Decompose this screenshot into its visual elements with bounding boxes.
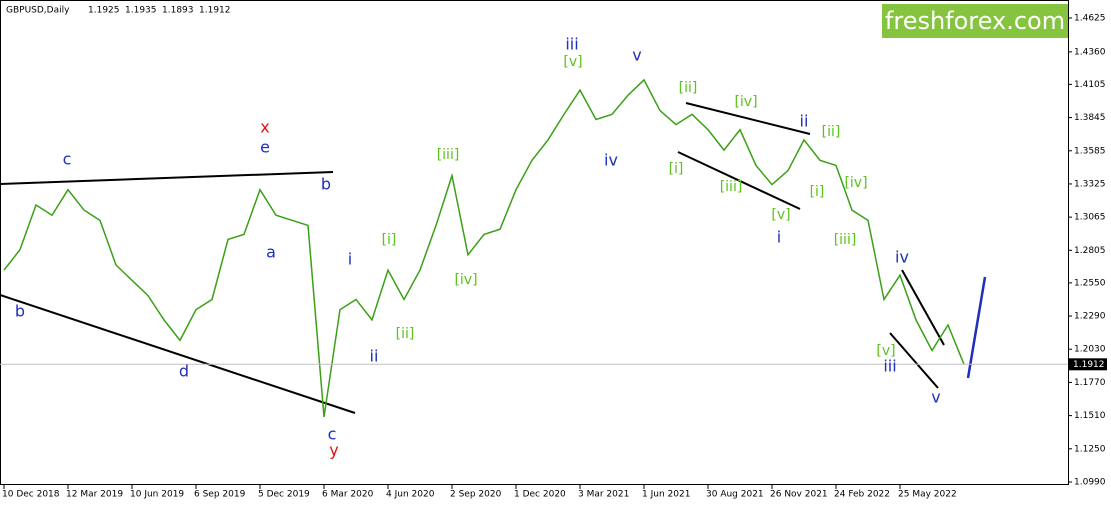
wave-label: [iv]: [734, 94, 757, 110]
x-tick-label: 30 Aug 2021: [706, 490, 764, 500]
x-tick-label: 2 Sep 2020: [450, 490, 502, 500]
wave-label: [iv]: [844, 175, 867, 191]
wave-label: iii: [883, 357, 896, 376]
price-line: [3, 78, 965, 418]
wave-label: c: [328, 425, 337, 444]
wave-label: [v]: [876, 343, 895, 359]
wave-label: x: [260, 118, 269, 137]
wave-label: d: [179, 362, 189, 381]
y-tick-label: 1.2030: [1074, 345, 1106, 355]
wave-label: [iii]: [437, 147, 460, 163]
trend-line: [0, 294, 356, 414]
y-tick-label: 1.1250: [1074, 444, 1106, 454]
logo-box: [882, 4, 1068, 38]
y-tick-label: 1.4360: [1074, 47, 1106, 57]
ohlc-value: 1.1893: [162, 6, 194, 16]
y-tick-label: 1.4105: [1074, 80, 1106, 90]
x-tick-label: 24 Feb 2022: [834, 490, 890, 500]
wave-label: [ii]: [679, 80, 698, 96]
wave-label: iv: [895, 248, 909, 267]
wave-label: v: [632, 46, 641, 65]
trend-line: [0, 171, 334, 185]
wave-label: y: [329, 441, 338, 460]
wave-label: ii: [800, 112, 809, 131]
wave-label: [i]: [382, 232, 397, 248]
x-tick-label: 6 Sep 2019: [194, 490, 246, 500]
x-tick-label: 1 Dec 2020: [514, 490, 566, 500]
wave-label: [ii]: [822, 124, 841, 140]
x-tick-label: 12 Mar 2019: [66, 490, 123, 500]
wave-label: b: [321, 175, 331, 194]
x-tick-label: 10 Jun 2019: [130, 490, 184, 500]
wave-label: v: [931, 388, 940, 407]
annotations: c x e b a b d c y i ii [i] [ii] [iii] [i…: [15, 35, 941, 460]
y-tick-label: 1.3845: [1074, 113, 1106, 123]
price-box: [1069, 358, 1107, 371]
wave-label: [i]: [669, 161, 684, 177]
trend-line: [901, 269, 945, 346]
wave-label: ii: [370, 347, 379, 366]
y-tick-label: 1.3585: [1074, 146, 1106, 156]
wave-label: iii: [565, 35, 578, 54]
wave-label: b: [15, 302, 25, 321]
y-tick-label: 1.1770: [1074, 378, 1106, 388]
wave-label: i: [777, 228, 781, 247]
wave-label: [v]: [771, 207, 790, 223]
ohlc-value: 1.1912: [199, 6, 231, 16]
y-tick-label: 1.1510: [1074, 411, 1106, 421]
wave-label: [iii]: [834, 232, 857, 248]
trend-line: [677, 151, 801, 210]
price-label: 1.1912: [1073, 360, 1105, 370]
trend-line: [685, 102, 811, 135]
ohlc-value: 1.1935: [125, 6, 157, 16]
wave-label: e: [260, 138, 270, 157]
wave-label: [v]: [563, 54, 582, 70]
wave-label: [iii]: [720, 179, 743, 195]
projection: [966, 276, 987, 379]
symbol: GBPUSD,Daily: [6, 6, 70, 16]
wave-label: a: [266, 243, 276, 262]
y-tick-label: 1.2550: [1074, 278, 1106, 288]
wave-label: iv: [604, 151, 618, 170]
y-tick-label: 1.2290: [1074, 312, 1106, 322]
x-tick-label: 3 Mar 2021: [578, 490, 629, 500]
wave-label: i: [348, 250, 352, 269]
y-tick-label: 1.3065: [1074, 213, 1106, 223]
wave-label: [i]: [810, 184, 825, 200]
trend-line: [889, 332, 939, 389]
x-tick-label: 4 Jun 2020: [386, 490, 435, 500]
y-tick-label: 1.3325: [1074, 179, 1106, 189]
x-tick-label: 6 Mar 2020: [322, 490, 374, 500]
logo: freshforex.com: [885, 7, 1065, 35]
x-tick-label: 1 Jun 2021: [642, 490, 690, 500]
plot-frame: [0, 0, 1069, 485]
x-tick-label: 26 Nov 2021: [770, 490, 828, 500]
y-tick-label: 1.0990: [1074, 478, 1106, 488]
y-tick-label: 1.2805: [1074, 246, 1106, 256]
ohlc-value: 1.1925: [88, 6, 120, 16]
x-tick-label: 10 Dec 2018: [2, 490, 60, 500]
wave-label: c: [63, 150, 72, 169]
y-tick-label: 1.4625: [1074, 14, 1106, 24]
wave-label: [iv]: [454, 272, 477, 288]
wave-label: [ii]: [396, 326, 415, 342]
x-tick-label: 5 Dec 2019: [258, 490, 310, 500]
x-tick-label: 25 May 2022: [898, 490, 957, 500]
